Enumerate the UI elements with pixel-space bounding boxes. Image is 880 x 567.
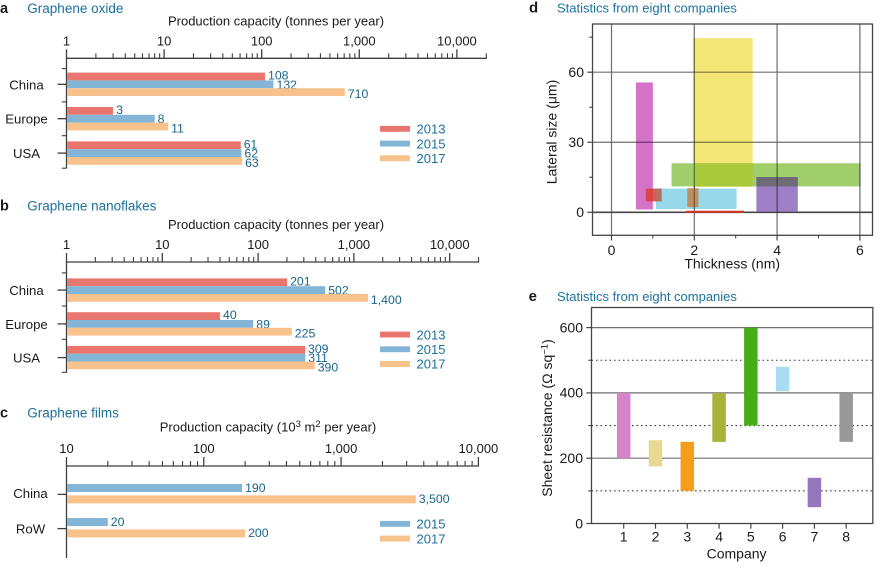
svg-text:3: 3 <box>683 529 691 545</box>
svg-text:100: 100 <box>247 237 269 252</box>
svg-text:1,000: 1,000 <box>338 237 371 252</box>
svg-text:1: 1 <box>63 237 70 252</box>
svg-text:8: 8 <box>158 112 165 126</box>
svg-text:4: 4 <box>715 529 723 545</box>
svg-text:7: 7 <box>811 529 819 545</box>
svg-text:China: China <box>13 486 48 501</box>
svg-text:10: 10 <box>155 237 169 252</box>
svg-text:100: 100 <box>251 34 273 49</box>
svg-text:Production capacity (103 m2 pe: Production capacity (103 m2 per year) <box>160 419 377 435</box>
svg-text:c: c <box>0 406 8 422</box>
svg-text:Graphene nanoflakes: Graphene nanoflakes <box>27 199 156 214</box>
svg-text:100: 100 <box>193 441 215 456</box>
svg-text:63: 63 <box>245 156 259 170</box>
svg-text:China: China <box>9 283 44 298</box>
svg-text:2013: 2013 <box>417 327 446 342</box>
svg-text:2: 2 <box>690 242 698 258</box>
svg-text:0: 0 <box>608 242 616 258</box>
svg-text:USA: USA <box>13 351 40 366</box>
svg-text:b: b <box>0 199 9 215</box>
svg-text:Statistics from eight companie: Statistics from eight companies <box>557 289 737 304</box>
svg-text:0: 0 <box>575 515 583 531</box>
svg-text:2013: 2013 <box>417 122 446 137</box>
svg-text:e: e <box>529 288 537 305</box>
svg-text:1,400: 1,400 <box>371 293 402 307</box>
svg-text:USA: USA <box>13 146 40 161</box>
svg-text:390: 390 <box>318 360 339 374</box>
svg-text:3,500: 3,500 <box>419 492 450 506</box>
svg-text:2: 2 <box>652 529 660 545</box>
svg-text:Europe: Europe <box>5 317 48 332</box>
svg-text:Graphene oxide: Graphene oxide <box>27 1 123 16</box>
svg-text:2015: 2015 <box>417 342 446 357</box>
svg-text:8: 8 <box>842 529 850 545</box>
svg-text:200: 200 <box>248 526 269 540</box>
svg-text:10: 10 <box>59 441 73 456</box>
svg-text:3: 3 <box>116 103 123 117</box>
svg-text:1,000: 1,000 <box>343 34 376 49</box>
svg-text:710: 710 <box>348 87 369 101</box>
svg-text:0: 0 <box>576 204 584 220</box>
svg-text:11: 11 <box>171 121 184 135</box>
svg-text:Company: Company <box>707 546 767 562</box>
svg-text:225: 225 <box>295 327 316 341</box>
svg-text:10,000: 10,000 <box>430 237 470 252</box>
svg-text:200: 200 <box>560 450 584 466</box>
svg-text:5: 5 <box>747 529 755 545</box>
svg-text:10: 10 <box>157 34 171 49</box>
svg-text:Production capacity (tonnes pe: Production capacity (tonnes per year) <box>168 14 384 29</box>
svg-text:2017: 2017 <box>417 357 446 372</box>
svg-text:309: 309 <box>308 342 329 356</box>
svg-text:Production capacity (tonnes pe: Production capacity (tonnes per year) <box>168 217 384 232</box>
svg-text:1: 1 <box>620 529 628 545</box>
svg-text:20: 20 <box>111 515 125 529</box>
svg-text:6: 6 <box>856 242 864 258</box>
svg-text:400: 400 <box>560 385 584 401</box>
svg-text:600: 600 <box>560 319 584 335</box>
svg-text:30: 30 <box>568 134 584 150</box>
svg-text:61: 61 <box>244 137 258 151</box>
svg-text:d: d <box>529 0 538 17</box>
svg-text:1,000: 1,000 <box>325 441 358 456</box>
svg-text:Graphene films: Graphene films <box>27 406 119 421</box>
svg-text:2015: 2015 <box>417 136 446 151</box>
svg-text:190: 190 <box>245 481 266 495</box>
svg-text:4: 4 <box>773 242 781 258</box>
svg-text:201: 201 <box>290 274 311 288</box>
svg-text:1: 1 <box>63 34 70 49</box>
svg-text:2017: 2017 <box>417 151 446 166</box>
svg-text:RoW: RoW <box>16 521 46 536</box>
svg-text:6: 6 <box>779 529 787 545</box>
svg-text:Statistics from eight companie: Statistics from eight companies <box>557 1 737 16</box>
svg-text:Thickness (nm): Thickness (nm) <box>684 256 780 272</box>
svg-text:62: 62 <box>244 147 258 161</box>
svg-text:10,000: 10,000 <box>437 34 477 49</box>
svg-text:108: 108 <box>268 69 289 83</box>
svg-text:a: a <box>0 1 9 17</box>
svg-text:Lateral size (μm): Lateral size (μm) <box>544 80 560 185</box>
svg-text:China: China <box>9 77 44 92</box>
svg-text:2015: 2015 <box>417 517 446 532</box>
svg-text:40: 40 <box>223 308 237 322</box>
svg-text:10,000: 10,000 <box>459 441 499 456</box>
svg-text:Sheet resistance (Ω sq−1): Sheet resistance (Ω sq−1) <box>539 339 555 497</box>
svg-text:Europe: Europe <box>5 112 48 127</box>
svg-text:60: 60 <box>568 64 584 80</box>
svg-text:2017: 2017 <box>417 531 446 546</box>
